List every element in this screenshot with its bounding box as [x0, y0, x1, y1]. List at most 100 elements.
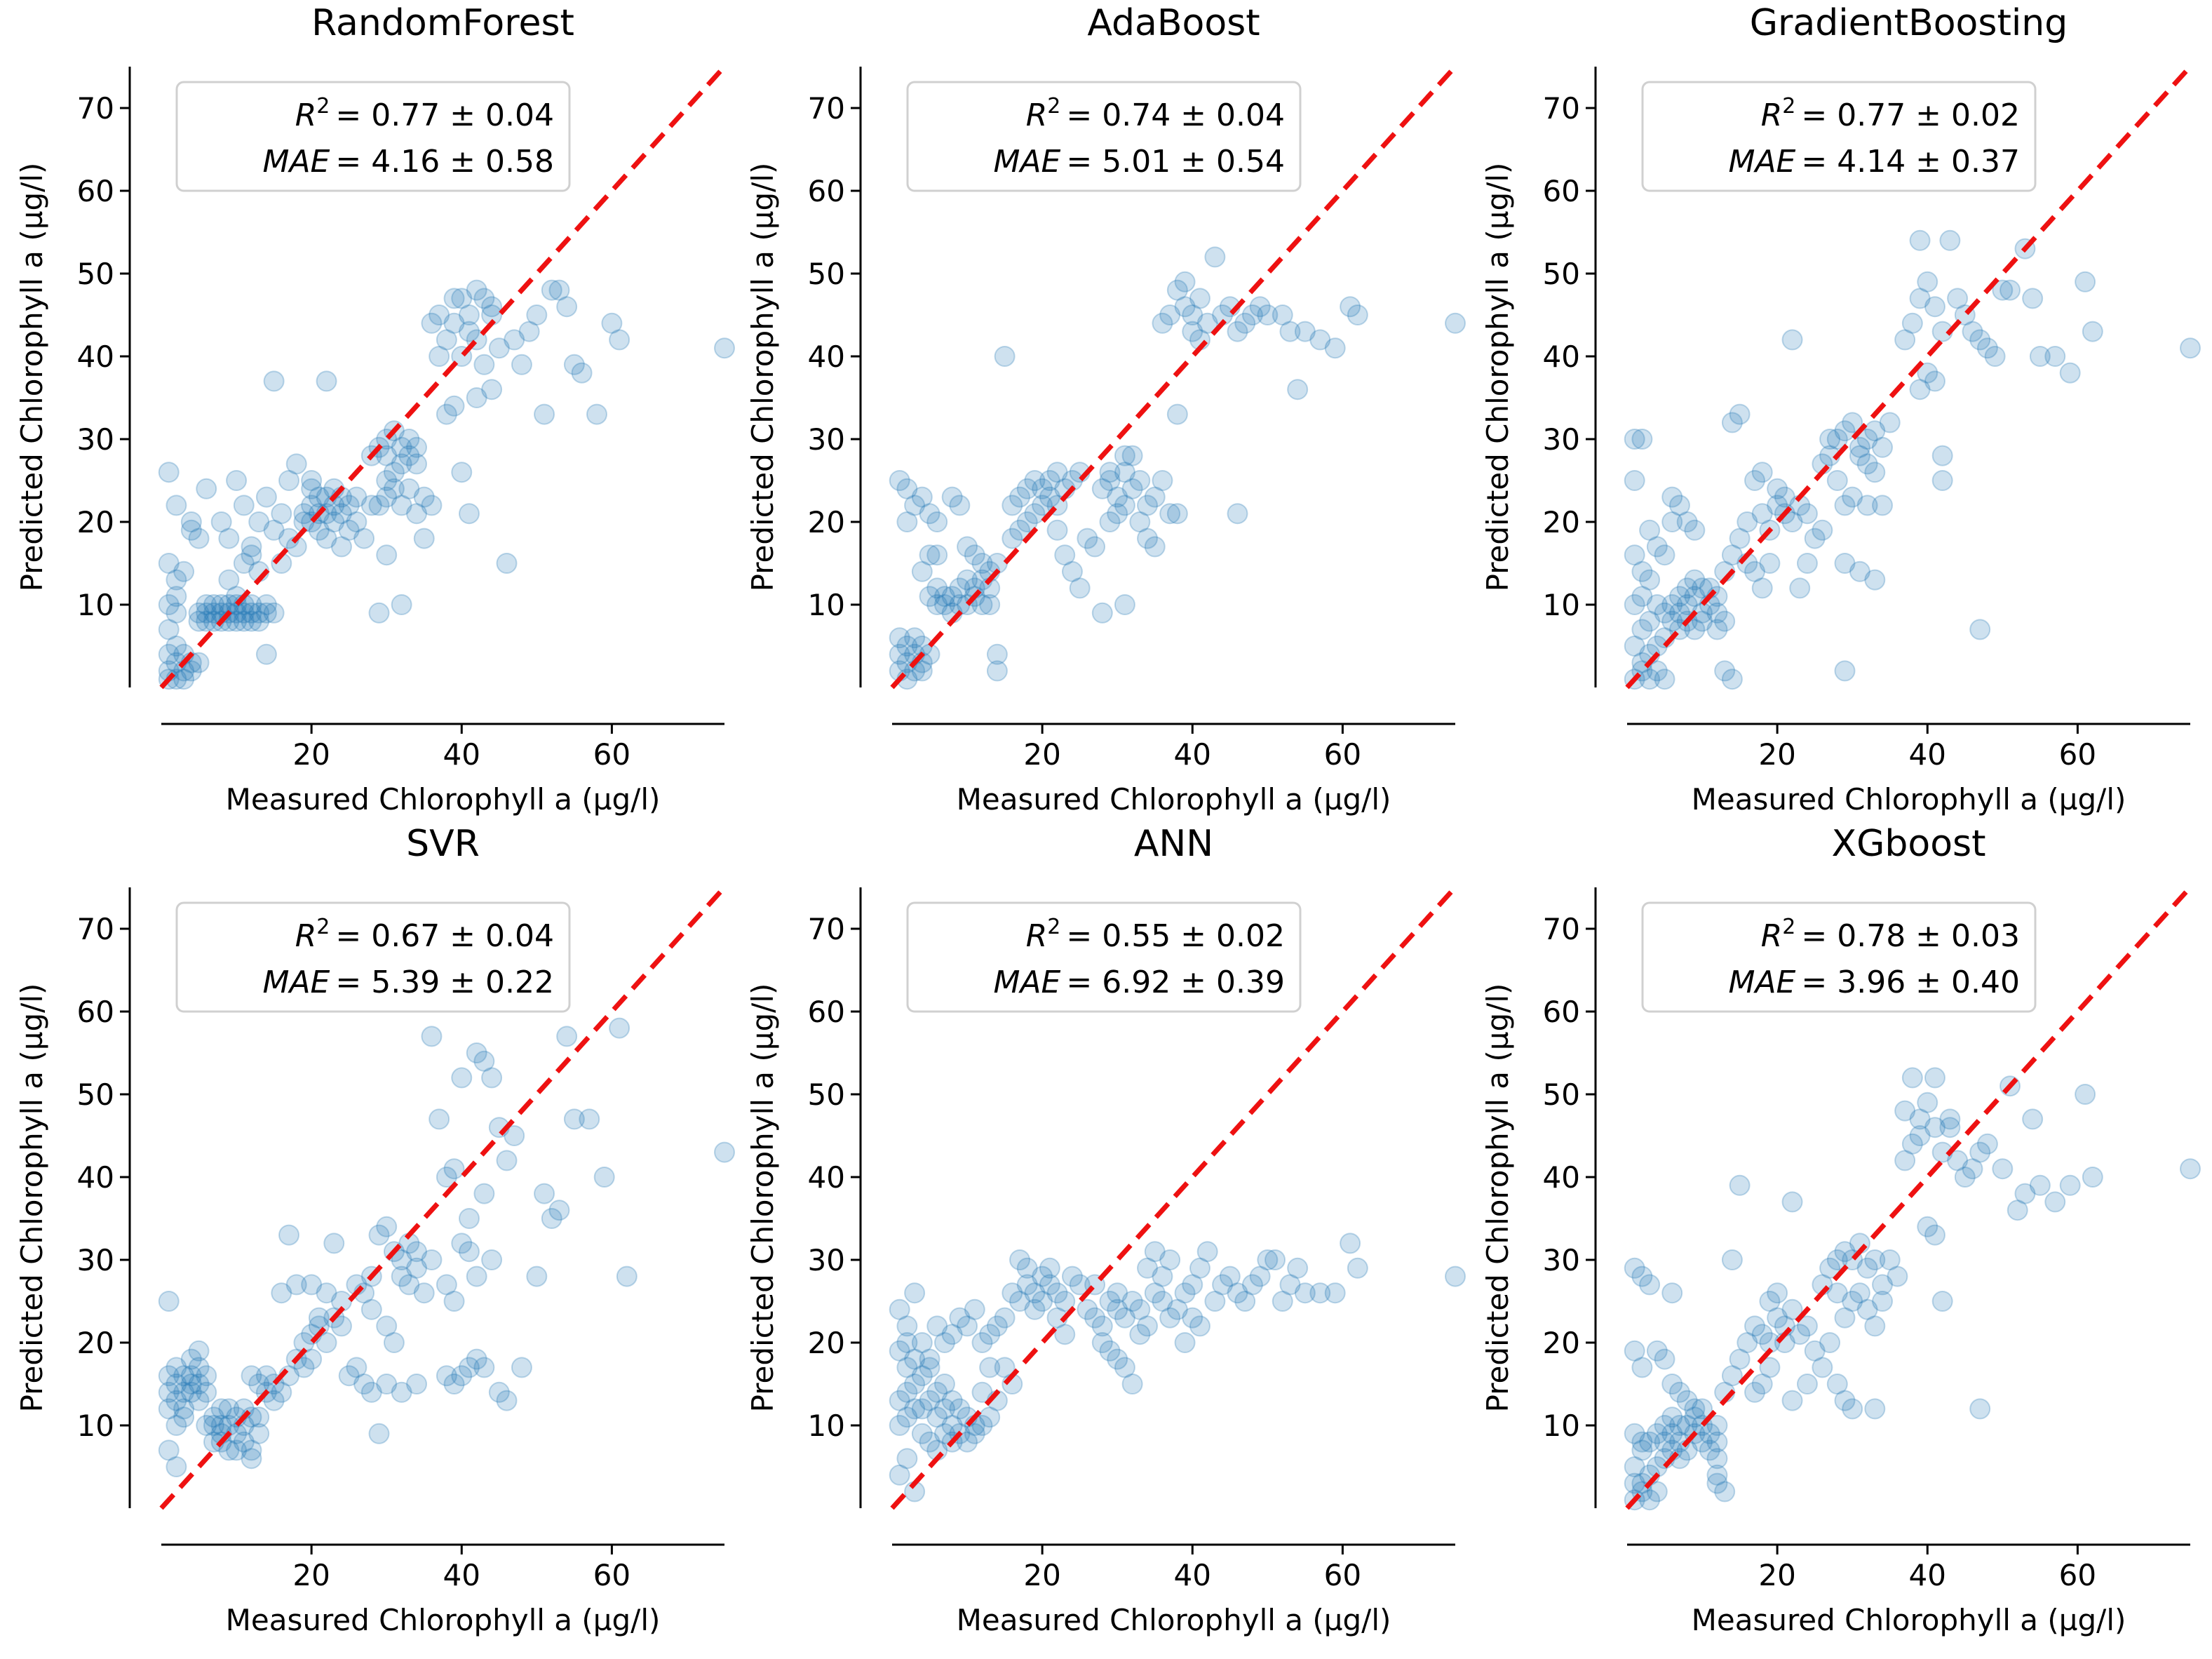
data-point: [166, 1357, 187, 1378]
data-point: [173, 1381, 195, 1403]
data-point: [949, 1307, 971, 1329]
data-point: [1107, 1282, 1128, 1304]
data-point: [496, 1150, 518, 1171]
data-point: [911, 1423, 933, 1444]
data-point: [1114, 1307, 1135, 1329]
data-point: [2059, 1174, 2081, 1196]
data-point: [271, 1381, 292, 1403]
data-point: [376, 445, 398, 466]
data-point: [1061, 1265, 1083, 1287]
data-point: [1744, 1315, 1766, 1337]
data-point: [889, 1340, 910, 1362]
data-point: [158, 462, 180, 483]
mae-label: MAE: [993, 144, 1060, 180]
data-point: [1294, 321, 1316, 342]
data-point: [1646, 1423, 1668, 1444]
data-point: [360, 1298, 382, 1320]
data-point: [376, 1373, 398, 1395]
data-point: [248, 610, 270, 632]
data-point: [210, 594, 232, 615]
data-point: [391, 453, 412, 475]
data-point: [353, 528, 375, 549]
data-point: [226, 610, 248, 632]
data-point: [451, 1365, 473, 1387]
data-point: [180, 1365, 202, 1387]
data-point: [443, 312, 465, 334]
y-tick-label: 50: [77, 257, 114, 291]
data-point: [1091, 1315, 1113, 1337]
mae-value: = 4.16 ± 0.58: [335, 144, 554, 180]
data-point: [1864, 420, 1886, 442]
data-point: [241, 1439, 262, 1461]
mae-value: = 5.01 ± 0.54: [1066, 144, 1285, 180]
data-point: [2082, 1167, 2103, 1188]
data-point: [1834, 660, 1856, 682]
data-point: [1639, 1489, 1661, 1511]
data-point: [1842, 1291, 1863, 1312]
x-tick-label: 60: [593, 1558, 630, 1592]
data-point: [196, 594, 217, 615]
data-point: [436, 1365, 457, 1387]
data-point: [994, 1357, 1016, 1378]
data-point: [1721, 1249, 1743, 1270]
data-point: [1706, 1464, 1728, 1486]
data-point: [1137, 1257, 1159, 1279]
data-point: [1872, 1291, 1894, 1312]
data-point: [473, 1050, 495, 1072]
y-tick-label: 20: [77, 1326, 114, 1360]
subplot-xgboost: XGboost 10 20 30 40 50 60 70 20 40 60 Measured Chlo…: [1481, 823, 2201, 1637]
data-point: [481, 1067, 503, 1089]
data-point: [255, 486, 277, 508]
data-point: [316, 370, 337, 392]
y-tick-label: 70: [77, 912, 114, 946]
data-point: [316, 1282, 337, 1304]
data-point: [1631, 619, 1653, 640]
data-point: [406, 436, 428, 458]
y-tick-label: 40: [1543, 1160, 1580, 1195]
data-point: [443, 1373, 465, 1395]
y-tick-label: 40: [77, 340, 114, 374]
data-point: [406, 1241, 428, 1263]
data-point: [248, 1373, 270, 1395]
data-point: [2044, 1191, 2066, 1213]
data-point: [889, 470, 910, 491]
data-point: [1849, 560, 1870, 582]
data-point: [196, 1365, 217, 1387]
r2-text: R2 = 0.55 ± 0.02: [1026, 915, 1285, 954]
data-point: [1872, 495, 1894, 516]
data-point: [971, 594, 993, 615]
mae-text: MAE = 6.92 ± 0.39: [993, 965, 1285, 1000]
data-point: [941, 1415, 963, 1436]
x-tick-label: 20: [1023, 1558, 1060, 1592]
data-point: [971, 1415, 993, 1436]
data-point: [458, 304, 480, 325]
data-point: [1759, 1357, 1781, 1378]
data-point: [1129, 470, 1151, 491]
y-tick-label: 50: [1543, 1077, 1580, 1112]
r2-value: = 0.77 ± 0.04: [335, 98, 554, 133]
data-point: [1721, 1365, 1743, 1387]
data-point: [1992, 279, 2014, 301]
data-point: [413, 1282, 435, 1304]
data-point: [473, 288, 495, 309]
x-axis-label: Measured Chlorophyll a (µg/l): [1692, 782, 2126, 817]
data-point: [1751, 1373, 1773, 1395]
data-point: [1294, 1282, 1316, 1304]
x-axis-label: Measured Chlorophyll a (µg/l): [957, 1603, 1391, 1637]
data-point: [949, 1398, 971, 1420]
data-point: [398, 478, 420, 499]
data-point: [1016, 511, 1038, 532]
data-point: [173, 1398, 195, 1420]
y-tick-label: 70: [808, 91, 845, 126]
data-point: [609, 329, 630, 351]
data-point: [926, 511, 948, 532]
data-point: [1864, 1315, 1886, 1337]
r2-label: R: [1026, 98, 1048, 133]
data-point: [1227, 1282, 1248, 1304]
data-point: [180, 660, 202, 682]
data-point: [436, 1167, 457, 1188]
data-point: [911, 1332, 933, 1353]
data-point: [1241, 1274, 1263, 1296]
y-tick-label: 30: [77, 1243, 114, 1277]
data-point: [1894, 1150, 1916, 1171]
